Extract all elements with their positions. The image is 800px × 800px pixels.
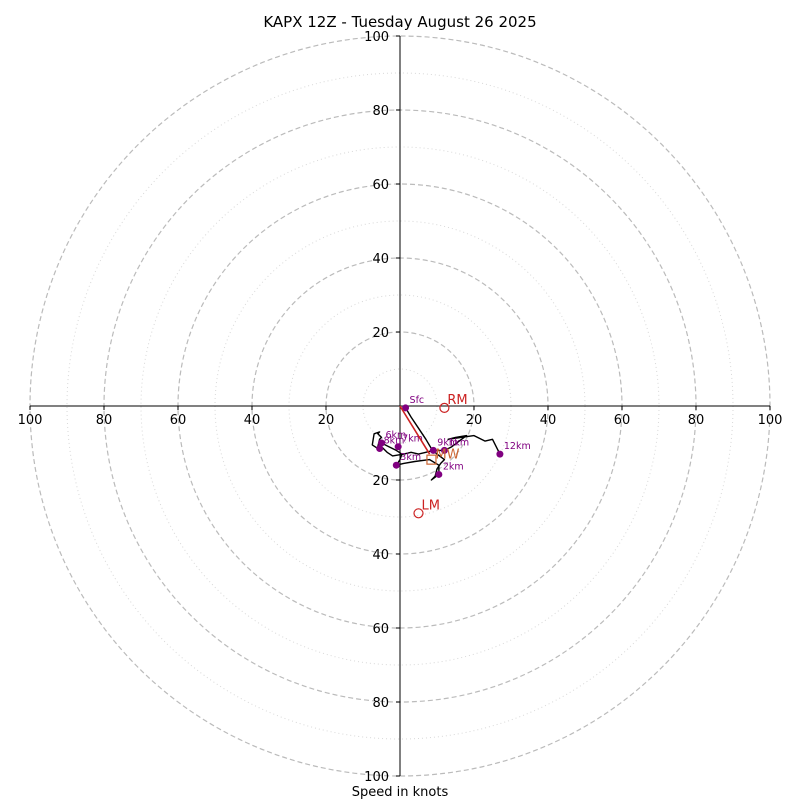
height-marker-8km bbox=[376, 445, 384, 453]
height-label-12km: 12km bbox=[504, 441, 531, 452]
height-label-8km: 8km bbox=[384, 436, 405, 447]
x-axis-label: Speed in knots bbox=[352, 785, 449, 800]
height-marker-Sfc bbox=[402, 404, 410, 412]
hodograph-trace bbox=[371, 407, 501, 481]
height-marker-6km bbox=[378, 439, 385, 447]
mean-wind-marker bbox=[426, 454, 437, 465]
mean-wind-label: MW bbox=[435, 448, 459, 463]
y-tick-label: 20 bbox=[372, 474, 389, 489]
height-label-Sfc: Sfc bbox=[410, 395, 425, 406]
lm-label: LM bbox=[422, 498, 440, 513]
height-marker-7km bbox=[394, 443, 402, 451]
height-label-7km: 7km bbox=[402, 434, 423, 445]
y-tick-label: 100 bbox=[364, 770, 389, 785]
x-tick-label: 100 bbox=[18, 413, 43, 428]
height-label-6km: 6km bbox=[386, 430, 407, 441]
tick-labels: 100 80 60 40 20 20 40 60 80 100 20 20 40 40 60 60 80 80 10… bbox=[18, 30, 783, 785]
x-tick-label: 60 bbox=[614, 413, 631, 428]
rm-marker bbox=[439, 402, 450, 413]
lm-marker bbox=[413, 508, 424, 519]
height-label-9km: 9km bbox=[437, 437, 458, 448]
x-tick-label: 20 bbox=[466, 413, 483, 428]
height-marker-2km bbox=[435, 470, 443, 478]
hodograph-trace-group bbox=[371, 407, 501, 481]
height-marker-3km bbox=[392, 461, 400, 469]
y-tick-label: 100 bbox=[364, 30, 389, 45]
y-tick-label: 60 bbox=[372, 178, 389, 193]
y-tick-label: 40 bbox=[372, 548, 389, 563]
x-tick-label: 40 bbox=[540, 413, 557, 428]
height-label-3km: 3km bbox=[400, 452, 421, 463]
x-tick-label: 80 bbox=[688, 413, 705, 428]
x-tick-label: 40 bbox=[244, 413, 261, 428]
y-tick-label: 80 bbox=[372, 696, 389, 711]
x-tick-label: 20 bbox=[318, 413, 335, 428]
rm-label: RM bbox=[447, 393, 467, 408]
height-marker-12km bbox=[496, 450, 504, 458]
storm-motion-markers: RM LM MW bbox=[399, 393, 468, 519]
height-label-2km: 2km bbox=[443, 461, 464, 472]
shear-vector-line bbox=[399, 405, 431, 455]
chart-title: KAPX 12Z - Tuesday August 26 2025 bbox=[263, 13, 536, 31]
y-tick-label: 20 bbox=[372, 326, 389, 341]
y-tick-label: 40 bbox=[372, 252, 389, 267]
height-marker-9km bbox=[429, 446, 437, 454]
height-marker-1km bbox=[440, 446, 448, 454]
x-tick-label: 60 bbox=[170, 413, 187, 428]
y-tick-label: 80 bbox=[372, 104, 389, 119]
x-tick-label: 80 bbox=[96, 413, 113, 428]
height-label-1km: 1km bbox=[448, 437, 469, 448]
x-tick-label: 100 bbox=[758, 413, 783, 428]
y-tick-label: 60 bbox=[372, 622, 389, 637]
